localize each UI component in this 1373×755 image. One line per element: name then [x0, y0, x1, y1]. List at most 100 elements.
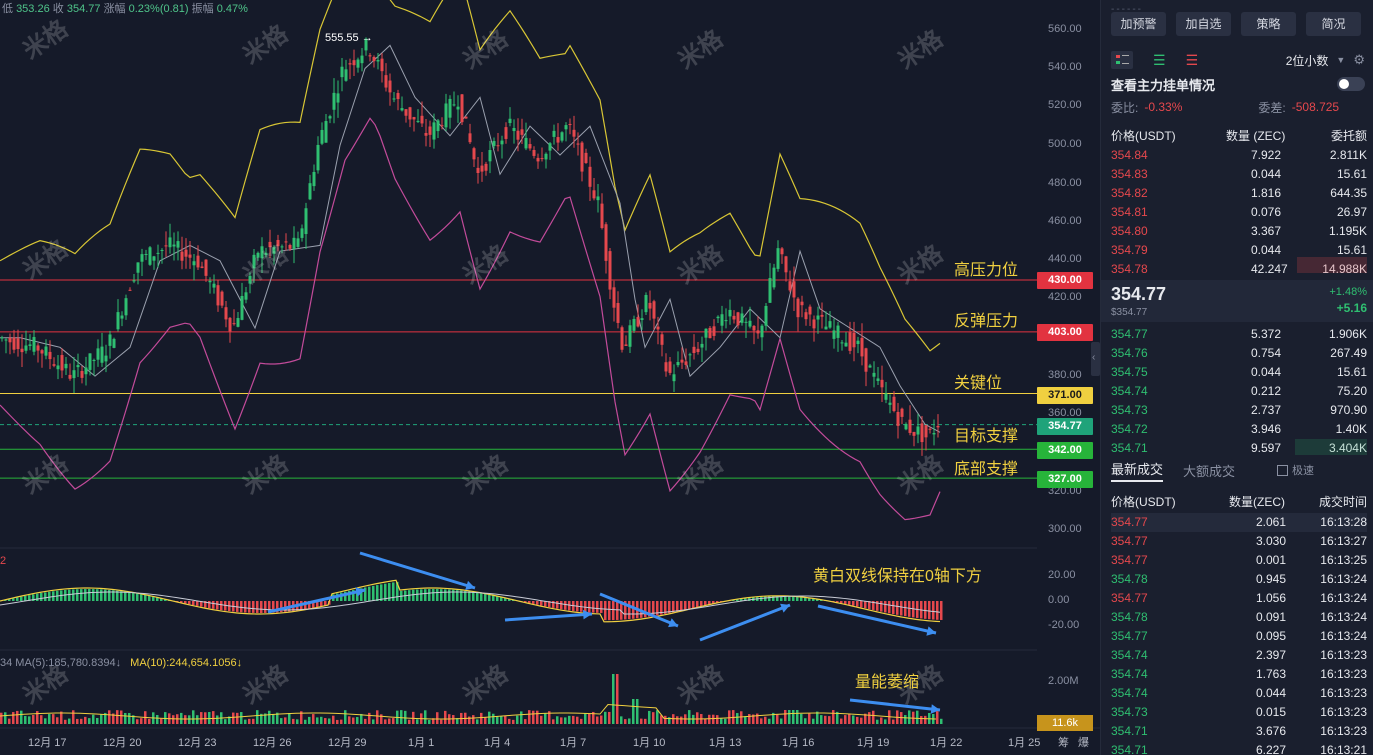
volume-bar	[868, 712, 871, 724]
overview-button[interactable]: 简况	[1306, 12, 1361, 36]
volume-bar	[32, 714, 35, 724]
candle-body	[716, 316, 720, 319]
trade-price: 354.74	[1111, 648, 1148, 662]
lower-band-line	[0, 117, 941, 521]
view-bids-icon[interactable]: ☰	[1153, 51, 1166, 68]
macd-bar	[204, 601, 207, 608]
volume-bar	[44, 718, 47, 724]
macd-bar	[764, 596, 767, 601]
macd-bar	[700, 601, 703, 607]
volume-bar	[76, 718, 79, 724]
level-tag-403: 403.00	[1037, 324, 1093, 341]
ask-row[interactable]: 354.80 3.367 1.195K	[1111, 222, 1367, 241]
macd-bar	[488, 594, 491, 601]
trade-row: 354.77 0.095 16:13:24	[1111, 627, 1367, 646]
abs-change: +5.16	[1336, 301, 1367, 315]
tab-latest-trades[interactable]: 最新成交	[1111, 459, 1164, 482]
volume-bar	[324, 718, 327, 724]
trade-price: 354.78	[1111, 572, 1148, 586]
candle-body	[496, 145, 500, 147]
candle-body	[860, 337, 864, 357]
bid-row[interactable]: 354.76 0.754 267.49	[1111, 344, 1367, 363]
kline-chart[interactable]: 低 353.26 收 354.77 涨幅 0.23%(0.81) 振幅 0.47…	[0, 0, 1100, 755]
candle-body	[88, 353, 92, 370]
view-asks-icon[interactable]: ☰	[1185, 51, 1199, 68]
add-alert-button[interactable]: 加预警	[1111, 12, 1166, 36]
time-axis-label: 12月 23	[178, 737, 217, 749]
macd-bar	[540, 601, 543, 606]
macd-bar	[484, 593, 487, 601]
candle-body	[416, 120, 420, 122]
volume-bar	[724, 718, 727, 724]
last-price-block: 354.77 $354.77 +1.48% +5.16	[1101, 280, 1373, 322]
tab-large-trades[interactable]: 大额成交	[1183, 463, 1236, 479]
order-quantity: 0.044	[1251, 243, 1282, 257]
order-panel: ------ 加预警 加自选 策略 简况 ☰ ☰ 2位小数 ▼ ⚙ 查看主力挂单…	[1100, 0, 1373, 755]
macd-bar	[8, 599, 11, 601]
macd-bar	[100, 589, 103, 601]
ask-row[interactable]: 354.81 0.076 26.97	[1111, 203, 1367, 222]
fast-checkbox[interactable]	[1277, 464, 1289, 476]
macd-bar	[320, 601, 323, 607]
volume-bar	[268, 710, 271, 724]
candle-body	[792, 281, 796, 298]
candle-body	[24, 345, 28, 351]
candle-body	[128, 289, 132, 291]
macd-bar	[928, 601, 931, 620]
volume-bar	[156, 715, 159, 724]
annotation-arrow	[699, 603, 791, 642]
order-quantity: 3.946	[1251, 422, 1282, 436]
current-price-tag: 354.77	[1037, 418, 1093, 435]
macd-bar	[16, 597, 19, 601]
macd-bar	[88, 589, 91, 601]
bid-row[interactable]: 354.77 5.372 1.906K	[1111, 325, 1367, 344]
volume-bar	[444, 710, 447, 724]
depth-toggle[interactable]	[1337, 77, 1365, 91]
add-watchlist-button[interactable]: 加自选	[1176, 12, 1231, 36]
volume-bar	[360, 713, 363, 724]
candle-body	[652, 301, 656, 319]
ask-row[interactable]: 354.82 1.816 644.35	[1111, 184, 1367, 203]
macd-bar	[164, 599, 167, 601]
trade-price: 354.77	[1111, 591, 1148, 605]
ask-row[interactable]: 354.79 0.044 15.61	[1111, 241, 1367, 260]
volume-bar	[104, 712, 107, 724]
view-both-icon[interactable]	[1111, 51, 1133, 69]
bid-row[interactable]: 354.73 2.737 970.90	[1111, 401, 1367, 420]
macd-bar	[308, 601, 311, 609]
volume-bar	[804, 718, 807, 724]
ask-row[interactable]: 354.83 0.044 15.61	[1111, 165, 1367, 184]
bid-row[interactable]: 354.72 3.946 1.40K	[1111, 420, 1367, 439]
macd-bar	[136, 593, 139, 601]
trade-row: 354.74 0.044 16:13:23	[1111, 684, 1367, 703]
bid-row[interactable]: 354.75 0.044 15.61	[1111, 363, 1367, 382]
bid-row[interactable]: 354.71 9.597 3.404K	[1111, 439, 1367, 458]
volume-bar	[148, 718, 151, 724]
macd-bar	[628, 601, 631, 620]
panel-collapse-handle[interactable]: ‹	[1091, 342, 1100, 376]
macd-bar	[460, 590, 463, 601]
chevron-down-icon[interactable]: ▼	[1336, 55, 1346, 65]
volume-bar	[224, 719, 227, 724]
macd-bar	[244, 601, 247, 613]
kline-chart-canvas[interactable]	[0, 0, 1100, 755]
settings-icon[interactable]: ⚙	[1353, 52, 1365, 67]
volume-bar	[80, 718, 83, 724]
macd-bar	[644, 601, 647, 618]
macd-bar	[472, 592, 475, 601]
ask-row[interactable]: 354.78 42.247 14.988K	[1111, 260, 1367, 279]
macd-bar	[436, 589, 439, 601]
candle-body	[240, 295, 244, 320]
candle-body	[516, 130, 520, 140]
ratio-value: -0.33%	[1144, 100, 1183, 114]
volume-bar	[4, 712, 7, 724]
ask-row[interactable]: 354.84 7.922 2.811K	[1111, 146, 1367, 165]
bid-row[interactable]: 354.74 0.212 75.20	[1111, 382, 1367, 401]
decimal-select[interactable]: 2位小数	[1285, 53, 1329, 68]
strategy-button[interactable]: 策略	[1241, 12, 1296, 36]
candle-body	[180, 251, 184, 261]
candle-body	[780, 248, 784, 255]
candle-body	[824, 326, 828, 330]
volume-bar	[828, 716, 831, 724]
candle-body	[896, 411, 900, 426]
